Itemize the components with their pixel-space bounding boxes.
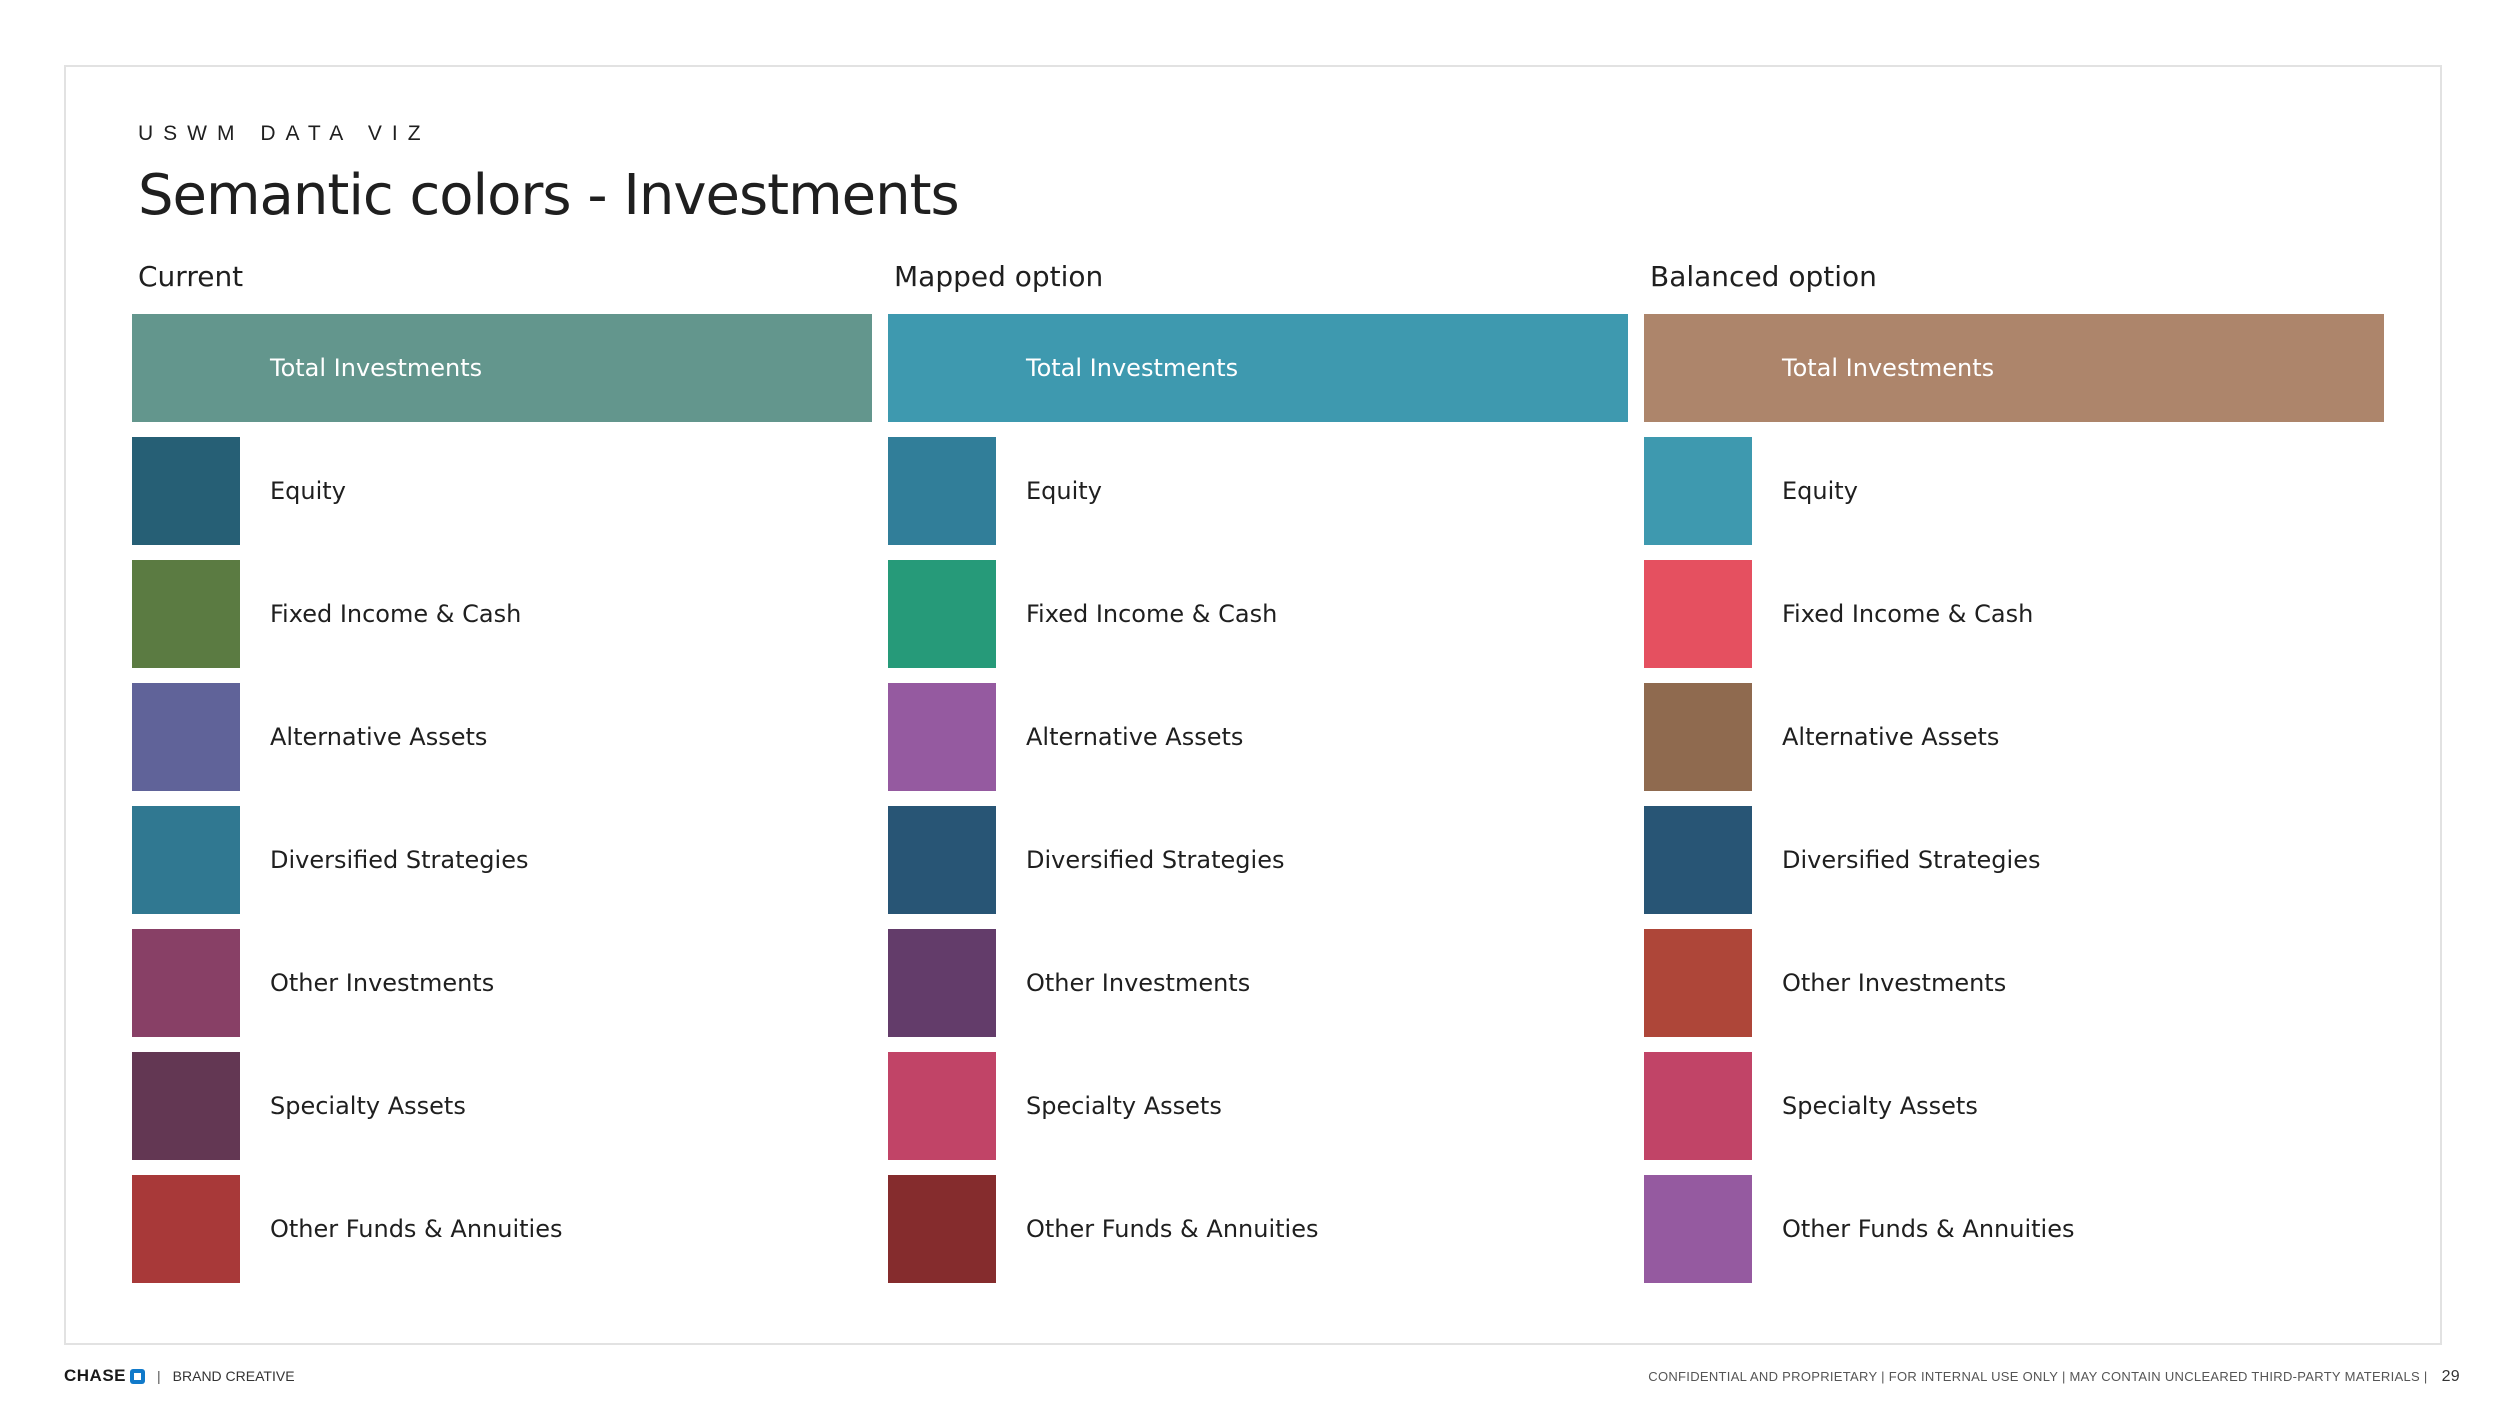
color-swatch	[1644, 806, 1752, 914]
category-label: Alternative Assets	[1782, 723, 2000, 751]
color-swatch	[888, 683, 996, 791]
total-investments-label: Total Investments	[1782, 354, 1995, 382]
color-row-diversified-strategies: Diversified Strategies	[1644, 806, 2384, 914]
color-swatch	[132, 683, 240, 791]
color-swatch	[132, 437, 240, 545]
category-label: Diversified Strategies	[1782, 846, 2041, 874]
column-heading: Mapped option	[894, 260, 1104, 293]
color-row-alternative-assets: Alternative Assets	[888, 683, 1628, 791]
color-row-fixed-income: Fixed Income & Cash	[888, 560, 1628, 668]
color-swatch	[132, 929, 240, 1037]
color-swatch	[1644, 560, 1752, 668]
page-title: Semantic colors - Investments	[138, 163, 960, 228]
column-current: Current Total Investments Equity Fixed I…	[132, 258, 872, 1298]
category-label: Other Investments	[270, 969, 495, 997]
page-number: 29	[2441, 1368, 2460, 1385]
color-swatch	[888, 1175, 996, 1283]
category-label: Equity	[1026, 477, 1102, 505]
color-row-specialty-assets: Specialty Assets	[132, 1052, 872, 1160]
color-row-other-investments: Other Investments	[132, 929, 872, 1037]
eyebrow-label: USWM DATA VIZ	[138, 122, 431, 145]
color-row-specialty-assets: Specialty Assets	[1644, 1052, 2384, 1160]
category-label: Fixed Income & Cash	[270, 600, 522, 628]
total-investments-bar: Total Investments	[132, 314, 872, 422]
color-swatch	[132, 1175, 240, 1283]
color-swatch	[1644, 683, 1752, 791]
color-row-fixed-income: Fixed Income & Cash	[132, 560, 872, 668]
category-label: Other Investments	[1782, 969, 2007, 997]
color-row-specialty-assets: Specialty Assets	[888, 1052, 1628, 1160]
category-label: Fixed Income & Cash	[1782, 600, 2034, 628]
color-swatch	[1644, 1052, 1752, 1160]
color-swatch	[888, 437, 996, 545]
category-label: Alternative Assets	[1026, 723, 1244, 751]
footer-separator: |	[157, 1368, 161, 1384]
color-swatch	[1644, 437, 1752, 545]
category-label: Specialty Assets	[1782, 1092, 1978, 1120]
color-swatch	[132, 1052, 240, 1160]
color-swatch	[888, 806, 996, 914]
category-label: Alternative Assets	[270, 723, 488, 751]
column-heading: Balanced option	[1650, 260, 1877, 293]
category-label: Other Investments	[1026, 969, 1251, 997]
category-label: Equity	[1782, 477, 1858, 505]
footer-brand: CHASE | BRAND CREATIVE	[64, 1366, 295, 1386]
category-label: Specialty Assets	[1026, 1092, 1222, 1120]
total-investments-label: Total Investments	[1026, 354, 1239, 382]
category-label: Fixed Income & Cash	[1026, 600, 1278, 628]
slide-frame	[64, 65, 2442, 1345]
total-investments-label: Total Investments	[270, 354, 483, 382]
column-balanced-option: Balanced option Total Investments Equity…	[1644, 258, 2384, 1298]
category-label: Diversified Strategies	[1026, 846, 1285, 874]
category-label: Other Funds & Annuities	[1026, 1215, 1319, 1243]
color-row-other-funds: Other Funds & Annuities	[132, 1175, 872, 1283]
category-label: Diversified Strategies	[270, 846, 529, 874]
total-investments-bar: Total Investments	[888, 314, 1628, 422]
color-row-alternative-assets: Alternative Assets	[1644, 683, 2384, 791]
color-swatch	[888, 929, 996, 1037]
category-label: Other Funds & Annuities	[1782, 1215, 2075, 1243]
column-heading: Current	[138, 260, 244, 293]
category-label: Other Funds & Annuities	[270, 1215, 563, 1243]
color-row-equity: Equity	[132, 437, 872, 545]
category-label: Specialty Assets	[270, 1092, 466, 1120]
color-row-equity: Equity	[888, 437, 1628, 545]
color-swatch	[888, 560, 996, 668]
footer-disclaimer: CONFIDENTIAL AND PROPRIETARY | FOR INTER…	[1648, 1368, 2460, 1386]
department-label: BRAND CREATIVE	[172, 1368, 295, 1384]
color-row-diversified-strategies: Diversified Strategies	[888, 806, 1628, 914]
color-row-equity: Equity	[1644, 437, 2384, 545]
chase-octagon-icon	[130, 1368, 146, 1384]
color-row-other-funds: Other Funds & Annuities	[1644, 1175, 2384, 1283]
total-investments-bar: Total Investments	[1644, 314, 2384, 422]
brand-logo-text: CHASE	[64, 1366, 127, 1385]
color-row-diversified-strategies: Diversified Strategies	[132, 806, 872, 914]
color-swatch	[132, 806, 240, 914]
color-row-alternative-assets: Alternative Assets	[132, 683, 872, 791]
column-mapped-option: Mapped option Total Investments Equity F…	[888, 258, 1628, 1298]
disclaimer-text: CONFIDENTIAL AND PROPRIETARY | FOR INTER…	[1648, 1369, 2428, 1384]
color-row-fixed-income: Fixed Income & Cash	[1644, 560, 2384, 668]
color-swatch	[1644, 1175, 1752, 1283]
color-swatch	[132, 560, 240, 668]
color-row-other-investments: Other Investments	[1644, 929, 2384, 1037]
color-row-other-funds: Other Funds & Annuities	[888, 1175, 1628, 1283]
category-label: Equity	[270, 477, 346, 505]
color-swatch	[888, 1052, 996, 1160]
color-row-other-investments: Other Investments	[888, 929, 1628, 1037]
color-swatch	[1644, 929, 1752, 1037]
